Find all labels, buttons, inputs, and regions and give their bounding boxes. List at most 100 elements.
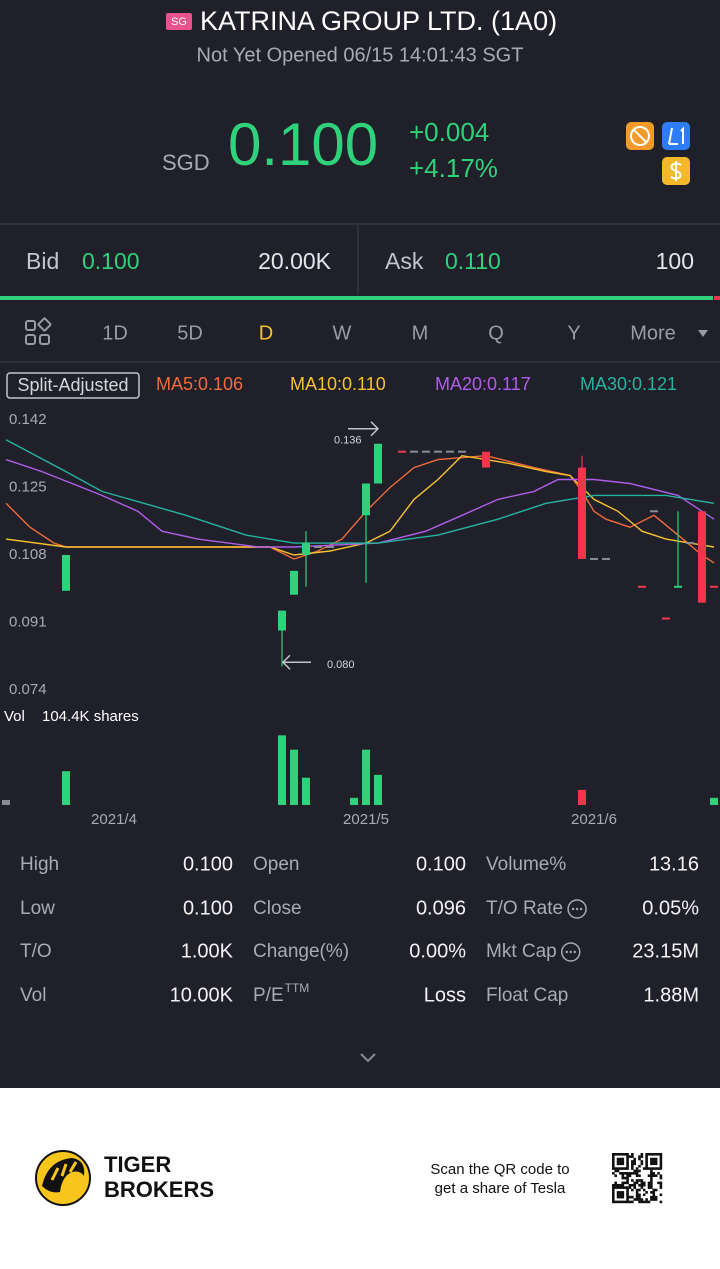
candle-body bbox=[650, 510, 658, 513]
qr-module bbox=[659, 1186, 663, 1189]
volume-bar bbox=[62, 771, 70, 805]
stat-label: T/O Rate bbox=[486, 898, 563, 919]
qr-module bbox=[654, 1195, 658, 1199]
info-icon[interactable] bbox=[567, 899, 587, 919]
qr-module bbox=[645, 1167, 648, 1170]
qr-module bbox=[621, 1167, 625, 1170]
bid-label: Bid bbox=[26, 248, 59, 274]
qr-module bbox=[616, 1183, 620, 1187]
qr-module bbox=[616, 1167, 620, 1170]
period-tab[interactable]: 1D bbox=[102, 322, 128, 344]
qr-module bbox=[642, 1181, 646, 1185]
period-tab[interactable]: M bbox=[412, 322, 429, 344]
qr-module bbox=[621, 1172, 625, 1175]
qr-module bbox=[650, 1160, 653, 1163]
volume-bar bbox=[278, 735, 286, 805]
qr-module bbox=[654, 1188, 658, 1192]
qr-module bbox=[640, 1200, 644, 1204]
qr-module bbox=[654, 1160, 658, 1163]
candle-body bbox=[446, 450, 454, 453]
qr-module bbox=[659, 1174, 663, 1178]
qr-module bbox=[621, 1183, 625, 1187]
candle-body bbox=[602, 557, 610, 560]
qr-module bbox=[645, 1200, 648, 1204]
split-adjusted-label: Split-Adjusted bbox=[17, 375, 128, 395]
qr-module bbox=[635, 1169, 639, 1173]
qr-module bbox=[638, 1198, 641, 1201]
qr-module bbox=[635, 1167, 639, 1170]
info-icon[interactable] bbox=[561, 942, 581, 962]
stock-title: KATRINA GROUP LTD. (1A0) bbox=[200, 6, 557, 36]
stat-value: 13.16 bbox=[649, 853, 699, 875]
market-badge-text: SG bbox=[171, 16, 187, 28]
qr-module bbox=[652, 1191, 656, 1194]
qr-module bbox=[619, 1162, 622, 1166]
qr-module bbox=[621, 1176, 625, 1180]
volume-bar bbox=[710, 797, 718, 805]
period-tab[interactable]: W bbox=[333, 322, 352, 344]
split-adjusted-button[interactable] bbox=[6, 372, 140, 399]
market-status: Not Yet Opened 06/15 14:01:43 SGT bbox=[197, 44, 524, 66]
candle-body bbox=[698, 511, 706, 603]
qr-module bbox=[640, 1162, 644, 1166]
ask-price: 0.110 bbox=[445, 248, 501, 274]
qr-module bbox=[659, 1200, 663, 1204]
qr-module bbox=[640, 1183, 644, 1187]
period-tab[interactable]: Y bbox=[567, 322, 580, 344]
qr-module bbox=[647, 1153, 651, 1156]
qr-module bbox=[640, 1198, 644, 1201]
qr-module bbox=[616, 1200, 620, 1204]
qr-module bbox=[635, 1179, 639, 1182]
annotation-arrow bbox=[281, 654, 311, 670]
qr-module bbox=[650, 1198, 653, 1201]
icon-closed-glyph bbox=[630, 126, 650, 146]
qr-module bbox=[623, 1167, 627, 1170]
qr-module bbox=[628, 1174, 632, 1178]
bid-ask-ratio-bar bbox=[714, 296, 720, 300]
info-icon-dot bbox=[573, 950, 576, 954]
qr-module bbox=[628, 1186, 632, 1189]
stat-value: Loss bbox=[424, 984, 466, 1006]
qr-module bbox=[650, 1174, 653, 1178]
qr-module bbox=[626, 1198, 629, 1201]
qr-module bbox=[642, 1188, 646, 1192]
qr-module bbox=[645, 1191, 648, 1194]
period-tab[interactable]: More bbox=[630, 322, 676, 344]
price-change: +0.004 bbox=[409, 117, 489, 147]
qr-module bbox=[616, 1160, 620, 1163]
qr-module bbox=[659, 1153, 663, 1156]
qr-module bbox=[650, 1167, 653, 1170]
qr-module bbox=[650, 1195, 653, 1199]
qr-module bbox=[626, 1195, 629, 1199]
layout-icon[interactable] bbox=[25, 317, 52, 345]
candle-body bbox=[710, 585, 718, 588]
promo-text: Scan the QR code to bbox=[430, 1161, 569, 1178]
qr-module bbox=[621, 1153, 625, 1156]
expand-chevron[interactable] bbox=[360, 1053, 376, 1063]
qr-module bbox=[619, 1167, 622, 1170]
qr-module bbox=[635, 1181, 639, 1185]
stat-value: 0.05% bbox=[642, 897, 699, 919]
qr-module bbox=[650, 1157, 653, 1161]
period-tab[interactable]: 5D bbox=[177, 322, 203, 344]
period-tab[interactable]: Q bbox=[488, 322, 504, 344]
qr-module bbox=[616, 1162, 620, 1166]
qr-module bbox=[652, 1153, 656, 1156]
period-tab[interactable]: D bbox=[259, 322, 273, 344]
qr-module bbox=[616, 1169, 620, 1173]
qr-module bbox=[654, 1153, 658, 1156]
tiger-logo bbox=[35, 1150, 91, 1206]
qr-module bbox=[631, 1200, 634, 1204]
qr-module bbox=[626, 1167, 629, 1170]
qr-module bbox=[631, 1167, 634, 1170]
x-tick-label: 2021/6 bbox=[571, 811, 617, 828]
qr-module bbox=[650, 1186, 653, 1189]
qr-module bbox=[619, 1153, 622, 1156]
qr-module bbox=[619, 1193, 622, 1197]
icon-level1[interactable] bbox=[662, 122, 690, 150]
qr-module bbox=[657, 1181, 660, 1185]
moving-average-line bbox=[5, 439, 715, 544]
more-caret[interactable] bbox=[698, 330, 708, 337]
candle-body bbox=[578, 467, 586, 559]
